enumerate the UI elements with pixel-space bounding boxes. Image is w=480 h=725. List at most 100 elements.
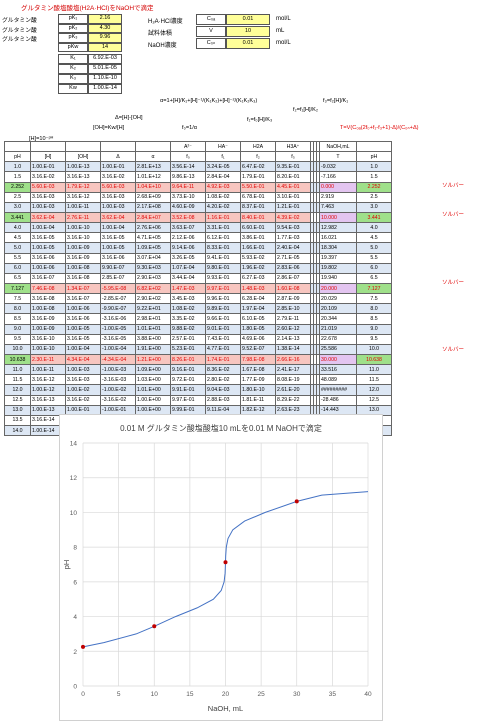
table-cell[interactable]: -3.16.E-03 — [100, 374, 136, 386]
table-cell[interactable]: 6.10.E-05 — [240, 313, 276, 325]
table-cell[interactable]: 6.5 — [356, 272, 392, 284]
table-cell[interactable]: 7.98.E-08 — [240, 353, 276, 366]
table-cell[interactable]: 3.62.E-04 — [30, 211, 66, 224]
table-cell[interactable]: -28.486 — [319, 394, 357, 406]
table-cell[interactable]: -1.00.E-05 — [100, 323, 136, 335]
table-cell[interactable]: 6.60.E-01 — [240, 222, 276, 234]
table-cell[interactable]: 3.0 — [356, 201, 392, 213]
table-cell[interactable]: 6.12.E-01 — [205, 232, 241, 244]
table-cell[interactable]: 12.982 — [319, 222, 357, 234]
table-cell[interactable]: 11.5 — [4, 374, 31, 386]
table-cell[interactable]: 9.04.E-03 — [205, 384, 241, 396]
table-cell[interactable]: 8.20.E-01 — [275, 171, 311, 183]
table-cell[interactable]: 20.029 — [319, 293, 357, 305]
table-cell[interactable]: 1.00.E+00 — [135, 394, 171, 406]
table-cell[interactable]: 1.00.E-06 — [30, 262, 66, 274]
table-cell[interactable]: 16.021 — [319, 232, 357, 244]
param-value[interactable]: 9.96 — [88, 33, 122, 43]
table-cell[interactable]: 1.34.E-07 — [65, 282, 101, 295]
table-cell[interactable]: 13.0 — [4, 404, 31, 416]
table-cell[interactable]: 3.88.E+00 — [135, 333, 171, 345]
table-cell[interactable]: 1.48.E-03 — [240, 282, 276, 295]
table-cell[interactable]: 10.000 — [319, 211, 357, 224]
table-cell[interactable]: 2.40.E-04 — [275, 242, 311, 254]
table-cell[interactable]: -4.34.E-04 — [100, 353, 136, 366]
table-cell[interactable]: 1.60.E-08 — [275, 282, 311, 295]
table-cell[interactable]: 10.0 — [4, 343, 31, 355]
table-cell[interactable]: 12.0 — [4, 384, 31, 396]
table-cell[interactable]: 1.16.E-01 — [205, 211, 241, 224]
table-cell[interactable]: 3.16.E-05 — [30, 232, 66, 244]
table-cell[interactable]: 22.678 — [319, 333, 357, 345]
table-cell[interactable]: -1.00.E-03 — [100, 364, 136, 376]
table-cell[interactable]: -9.032 — [319, 161, 357, 173]
table-cell[interactable]: 8.33.E-01 — [205, 242, 241, 254]
table-cell[interactable]: 4.77.E-01 — [205, 343, 241, 355]
table-cell[interactable]: 9.64.E-11 — [170, 181, 206, 193]
table-cell[interactable]: 7.463 — [319, 201, 357, 213]
table-cell[interactable]: 6.27.E-03 — [240, 272, 276, 284]
table-cell[interactable]: 6.82.E+02 — [135, 282, 171, 295]
table-cell[interactable]: 1.00.E-03 — [30, 201, 66, 213]
table-cell[interactable]: 20.109 — [319, 303, 357, 315]
table-cell[interactable]: 8.29.E-22 — [275, 394, 311, 406]
table-cell[interactable]: -5.95.E-08 — [100, 282, 136, 295]
table-cell[interactable]: 1.97.E-04 — [240, 303, 276, 315]
table-cell[interactable]: 18.304 — [319, 242, 357, 254]
conc-value[interactable]: 0.01 — [226, 14, 270, 25]
table-cell[interactable]: 9.93.E-01 — [205, 272, 241, 284]
table-cell[interactable]: 3.16.E-08 — [65, 272, 101, 284]
table-cell[interactable]: 11.5 — [356, 374, 392, 386]
table-cell[interactable]: 3.10.E-01 — [275, 191, 311, 203]
table-cell[interactable]: 1.00.E-08 — [65, 262, 101, 274]
table-cell[interactable]: 8.5 — [4, 313, 31, 325]
table-cell[interactable]: -1.00.E-04 — [100, 343, 136, 355]
table-cell[interactable]: 1.00.E-11 — [65, 201, 101, 213]
table-cell[interactable]: 5.5 — [4, 252, 31, 264]
table-cell[interactable]: -3.16.E-06 — [100, 313, 136, 325]
table-cell[interactable]: 5.60.E-03 — [30, 181, 66, 193]
table-cell[interactable]: 1.04.E+10 — [135, 181, 171, 193]
table-cell[interactable]: 14.0 — [4, 424, 31, 437]
table-cell[interactable]: 13.5 — [4, 414, 31, 426]
table-cell[interactable]: 3.16.E-13 — [65, 171, 101, 183]
table-cell[interactable]: -1.00.E-02 — [100, 384, 136, 396]
table-cell[interactable]: 2.90.E+03 — [135, 272, 171, 284]
table-cell[interactable]: 1.00.E-05 — [100, 242, 136, 254]
table-cell[interactable]: 48.089 — [319, 374, 357, 386]
table-cell[interactable]: 9.54.E-03 — [275, 222, 311, 234]
table-cell[interactable]: 10.0 — [356, 343, 392, 355]
table-cell[interactable]: 1.00.E-11 — [30, 364, 66, 376]
table-cell[interactable]: 2.76.E-11 — [65, 211, 101, 224]
table-cell[interactable]: 7.5 — [356, 293, 392, 305]
table-cell[interactable]: 3.16.E-06 — [65, 313, 101, 325]
table-cell[interactable]: 2.86.E-07 — [275, 272, 311, 284]
table-cell[interactable]: 2.68.E+09 — [135, 191, 171, 203]
table-cell[interactable]: 3.26.E-05 — [170, 252, 206, 264]
table-cell[interactable]: 2.919 — [319, 191, 357, 203]
param-value[interactable]: 4.30 — [88, 23, 122, 33]
table-cell[interactable]: 2.84.E-04 — [205, 171, 241, 183]
table-cell[interactable]: 4.60.E-09 — [170, 201, 206, 213]
param-value[interactable]: 2.16 — [88, 14, 122, 24]
table-cell[interactable]: 6.78.E-01 — [240, 191, 276, 203]
table-cell[interactable]: 2.14.E-13 — [275, 333, 311, 345]
table-cell[interactable]: 21.019 — [319, 323, 357, 335]
table-cell[interactable]: 2.57.E-01 — [170, 333, 206, 345]
table-cell[interactable]: 5.0 — [4, 242, 31, 254]
table-cell[interactable]: 1.0 — [4, 161, 31, 173]
table-cell[interactable]: 3.16.E-05 — [65, 333, 101, 345]
table-cell[interactable]: 9.14.E-06 — [170, 242, 206, 254]
table-cell[interactable]: 2.79.E-11 — [275, 313, 311, 325]
table-cell[interactable]: 9.5 — [356, 333, 392, 345]
table-cell[interactable]: 2.90.E+02 — [135, 293, 171, 305]
table-cell[interactable]: 3.16.E-09 — [65, 252, 101, 264]
table-cell[interactable]: 3.35.E-02 — [170, 313, 206, 325]
table-cell[interactable]: 2.84.E+07 — [135, 211, 171, 224]
table-cell[interactable]: 1.74.E-01 — [205, 353, 241, 366]
table-cell[interactable]: 1.01.E+01 — [135, 323, 171, 335]
table-cell[interactable]: 2.61.E-20 — [275, 384, 311, 396]
table-cell[interactable]: 3.441 — [4, 211, 31, 224]
table-cell[interactable]: 2.88.E-03 — [205, 394, 241, 406]
table-cell[interactable]: 3.0 — [4, 201, 31, 213]
